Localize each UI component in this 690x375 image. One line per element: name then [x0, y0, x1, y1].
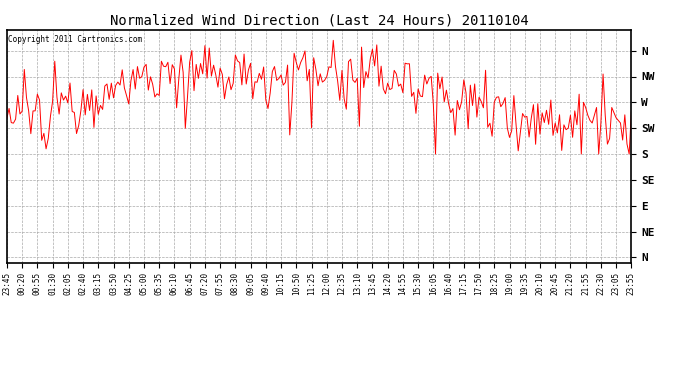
Title: Normalized Wind Direction (Last 24 Hours) 20110104: Normalized Wind Direction (Last 24 Hours…: [110, 13, 529, 27]
Text: Copyright 2011 Cartronics.com: Copyright 2011 Cartronics.com: [8, 34, 142, 44]
